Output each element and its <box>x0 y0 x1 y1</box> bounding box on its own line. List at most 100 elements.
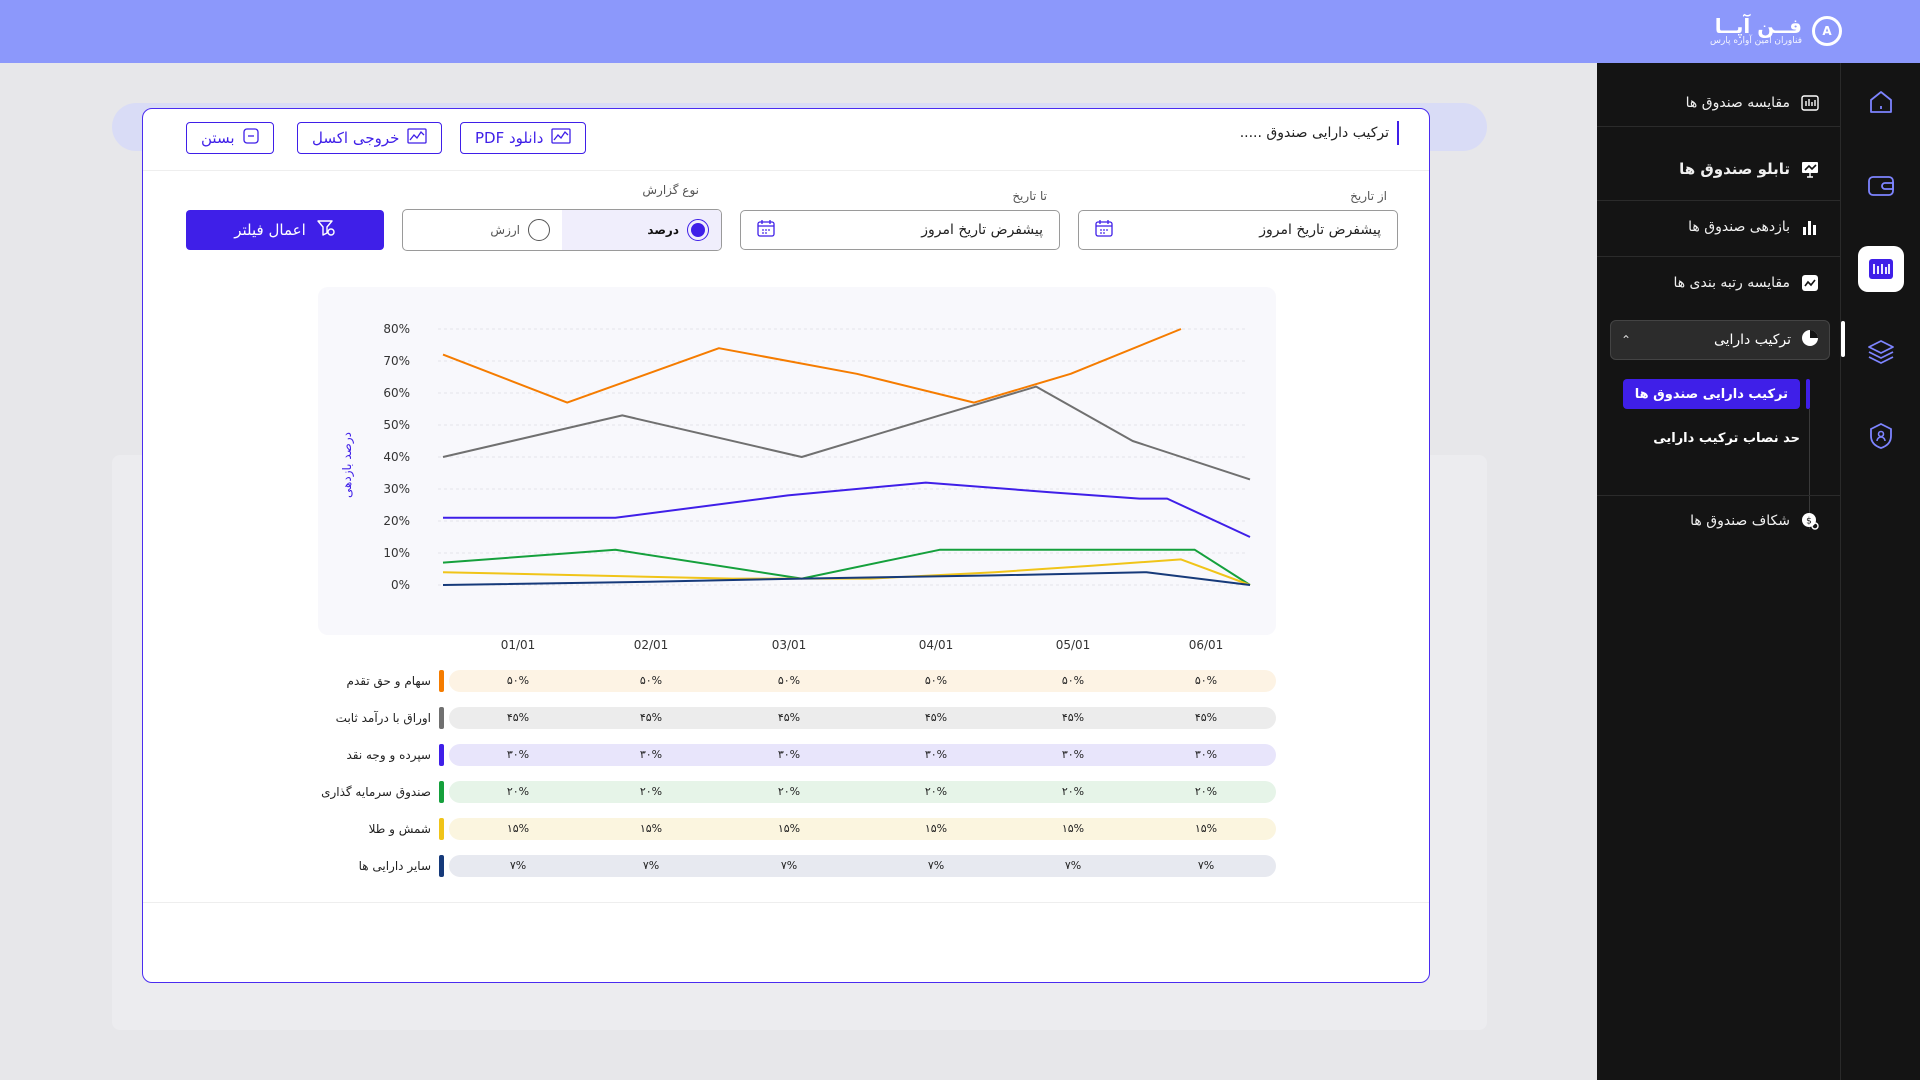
series-value-cell: ۲۰% <box>1061 785 1085 798</box>
download-pdf-button[interactable]: دانلود PDF <box>460 122 587 154</box>
sidebar-menu: مقایسه صندوق ها تابلو صندوق ها بازدهی صن… <box>1597 63 1840 1080</box>
from-date-field[interactable]: پیشفرض تاریخ امروز <box>1078 210 1398 250</box>
apply-filter-label: اعمال فیلتر <box>234 221 306 239</box>
sidebar-divider <box>1597 495 1840 496</box>
series-line-1 <box>442 385 1251 481</box>
compare-icon <box>1800 93 1820 113</box>
shield-icon[interactable] <box>1858 413 1904 459</box>
calendar-icon <box>1095 219 1113 241</box>
series-line-4 <box>442 558 1251 586</box>
series-value-cell: ۳۰% <box>1194 748 1218 761</box>
apply-filter-button[interactable]: اعمال فیلتر <box>186 210 384 250</box>
svg-text:$: $ <box>1806 517 1812 527</box>
sidebar-group-asset-composition[interactable]: ترکیب دارایی ⌃ <box>1610 320 1830 360</box>
series-value-cell: ۱۵% <box>777 822 801 835</box>
series-name: شمش و طلا <box>368 822 431 836</box>
sidebar-item-label: مقایسه صندوق ها <box>1685 95 1790 111</box>
sidebar-item-fund-returns[interactable]: بازدهی صندوق ها <box>1688 217 1820 237</box>
line-chart: 0% 10% 20% 30% 40% 50% 60% 70% 80% درصد بازدهی 01/… <box>340 322 1251 652</box>
y-tick-label: 10% <box>383 546 410 560</box>
export-excel-label: خروجی اکسل <box>312 129 400 147</box>
sidebar-item-ranking-comparison[interactable]: مقایسه رتبه بندی ها <box>1673 273 1820 293</box>
series-value-cell: ۵۰% <box>924 674 948 687</box>
series-color-swatch <box>439 855 444 877</box>
series-value-cell: ۳۰% <box>506 748 530 761</box>
export-excel-button[interactable]: خروجی اکسل <box>297 122 443 154</box>
top-header: A فــن آپــا فناوران امین آواره پارس <box>0 0 1920 63</box>
bar-chart-icon <box>1800 217 1820 237</box>
close-label: بستن <box>201 129 235 147</box>
series-value-cell: ۲۰% <box>924 785 948 798</box>
series-name: سهام و حق تقدم <box>346 674 431 688</box>
series-value-cell: ۵۰% <box>639 674 663 687</box>
radio-selected-icon <box>687 219 709 241</box>
to-date-field[interactable]: پیشفرض تاریخ امروز <box>740 210 1060 250</box>
sidebar-divider <box>1597 200 1840 201</box>
asset-composition-modal: ترکیب دارایی صندوق ..... دانلود PDF خروج… <box>142 108 1430 983</box>
download-pdf-label: دانلود PDF <box>475 129 544 147</box>
series-value-cell: ۱۵% <box>639 822 663 835</box>
sidebar-subitem-asset-quorum[interactable]: حد نصاب ترکیب دارایی <box>1653 431 1800 446</box>
to-date-label: تا تاریخ <box>1012 189 1047 203</box>
series-value-cell: ۴۵% <box>506 711 530 724</box>
wallet-icon[interactable] <box>1858 163 1904 209</box>
layers-icon[interactable] <box>1858 329 1904 375</box>
series-name: سپرده و وجه نقد <box>346 748 431 762</box>
sidebar-item-fund-board[interactable]: تابلو صندوق ها <box>1679 159 1820 179</box>
series-value-cell: ۴۵% <box>639 711 663 724</box>
report-type-value-option[interactable]: ارزش <box>403 210 562 250</box>
x-tick-label: 01/01 <box>501 638 536 652</box>
value-option-label: ارزش <box>490 223 520 237</box>
series-line-2 <box>443 481 1251 538</box>
modal-footer-divider <box>143 902 1429 903</box>
board-icon <box>1800 159 1820 179</box>
series-line-5 <box>442 571 1251 586</box>
series-value-cell: ۴۵% <box>1194 711 1218 724</box>
series-value-cell: ۵۰% <box>1194 674 1218 687</box>
series-value-cell: ۱۵% <box>924 822 948 835</box>
from-date-label: از تاریخ <box>1350 189 1387 203</box>
dashboard-icon[interactable] <box>1858 246 1904 292</box>
series-color-swatch <box>439 670 444 692</box>
x-tick-label: 04/01 <box>919 638 954 652</box>
series-value-cell: ۲۰% <box>777 785 801 798</box>
series-value-row: ۷% ۷% ۷% ۷% ۷% ۷% <box>449 855 1276 877</box>
series-value-cell: ۱۵% <box>1061 822 1085 835</box>
close-button[interactable]: بستن <box>186 122 274 154</box>
y-tick-label: 70% <box>383 354 410 368</box>
calendar-icon <box>757 219 775 241</box>
ranking-icon <box>1800 273 1820 293</box>
series-value-cell: ۷% <box>642 859 660 872</box>
y-tick-label: 40% <box>383 450 410 464</box>
y-tick-label: 0% <box>391 578 410 592</box>
brand-logo[interactable]: A فــن آپــا فناوران امین آواره پارس <box>1710 16 1842 46</box>
brand-name: فــن آپــا <box>1714 14 1802 38</box>
active-indicator <box>1806 379 1810 409</box>
sidebar-divider <box>1597 126 1840 127</box>
report-type-percent-option[interactable]: درصد <box>562 210 721 250</box>
series-value-cell: ۳۰% <box>1061 748 1085 761</box>
series-color-swatch <box>439 744 444 766</box>
icon-rail <box>1840 63 1920 1080</box>
sidebar-item-label: مقایسه رتبه بندی ها <box>1673 275 1790 291</box>
x-tick-label: 03/01 <box>772 638 807 652</box>
sidebar-subitem-fund-asset-composition[interactable]: ترکیب دارایی صندوق ها <box>1622 379 1800 409</box>
series-value-cell: ۷% <box>780 859 798 872</box>
series-line-0 <box>442 328 1182 404</box>
series-value-row: ۱۵% ۱۵% ۱۵% ۱۵% ۱۵% ۱۵% <box>449 818 1276 840</box>
modal-title: ترکیب دارایی صندوق ..... <box>1240 121 1399 145</box>
percent-option-label: درصد <box>647 223 679 237</box>
chevron-up-icon: ⌃ <box>1621 333 1632 347</box>
brand-subtitle: فناوران امین آواره پارس <box>1709 36 1802 46</box>
series-value-cell: ۷% <box>509 859 527 872</box>
sidebar-item-fund-gap[interactable]: $ شکاف صندوق ها <box>1690 511 1820 531</box>
series-value-cell: ۱۵% <box>1194 822 1218 835</box>
series-value-cell: ۲۰% <box>639 785 663 798</box>
home-icon[interactable] <box>1858 79 1904 125</box>
series-value-cell: ۴۵% <box>924 711 948 724</box>
filter-settings-icon <box>316 218 336 242</box>
series-value-cell: ۵۰% <box>1061 674 1085 687</box>
pie-icon <box>1801 329 1819 351</box>
y-axis-title: درصد بازدهی <box>340 432 355 498</box>
sidebar-item-fund-comparison[interactable]: مقایسه صندوق ها <box>1686 93 1820 113</box>
